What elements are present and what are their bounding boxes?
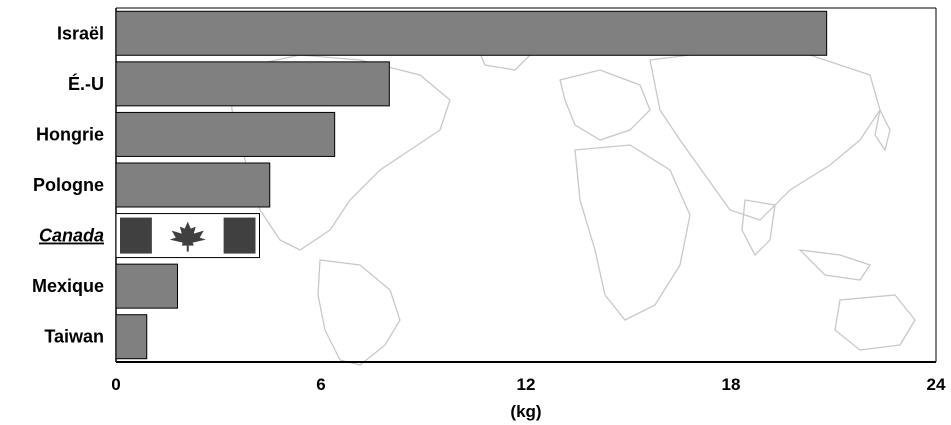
category-label-pologne: Pologne [33,175,104,195]
bar-e-u [115,61,390,107]
x-axis-title: (kg) [510,402,541,421]
maple-leaf-stem [186,245,189,252]
flag-right-band [223,217,256,254]
bar-mexique [115,263,178,309]
category-label-taiwan: Taiwan [44,327,104,347]
x-tick-label-24: 24 [927,375,946,394]
category-label-mexique: Mexique [32,276,104,296]
category-label-canada: Canada [39,226,104,246]
bar-israel [115,10,828,56]
x-tick-label-6: 6 [316,375,325,394]
x-tick-label-12: 12 [517,375,536,394]
x-tick-label-18: 18 [722,375,741,394]
flag-left-band [120,217,152,254]
category-label-israel: Israël [57,23,104,43]
bar-hongrie [115,111,336,157]
category-label-e-u: É.-U [68,73,104,94]
maple-leaf-icon [169,221,206,246]
x-tick-label-0: 0 [111,375,120,394]
bar-taiwan [115,314,148,360]
category-label-hongrie: Hongrie [36,124,104,144]
bar-pologne [115,162,271,208]
bar-canada-flag [115,213,260,259]
